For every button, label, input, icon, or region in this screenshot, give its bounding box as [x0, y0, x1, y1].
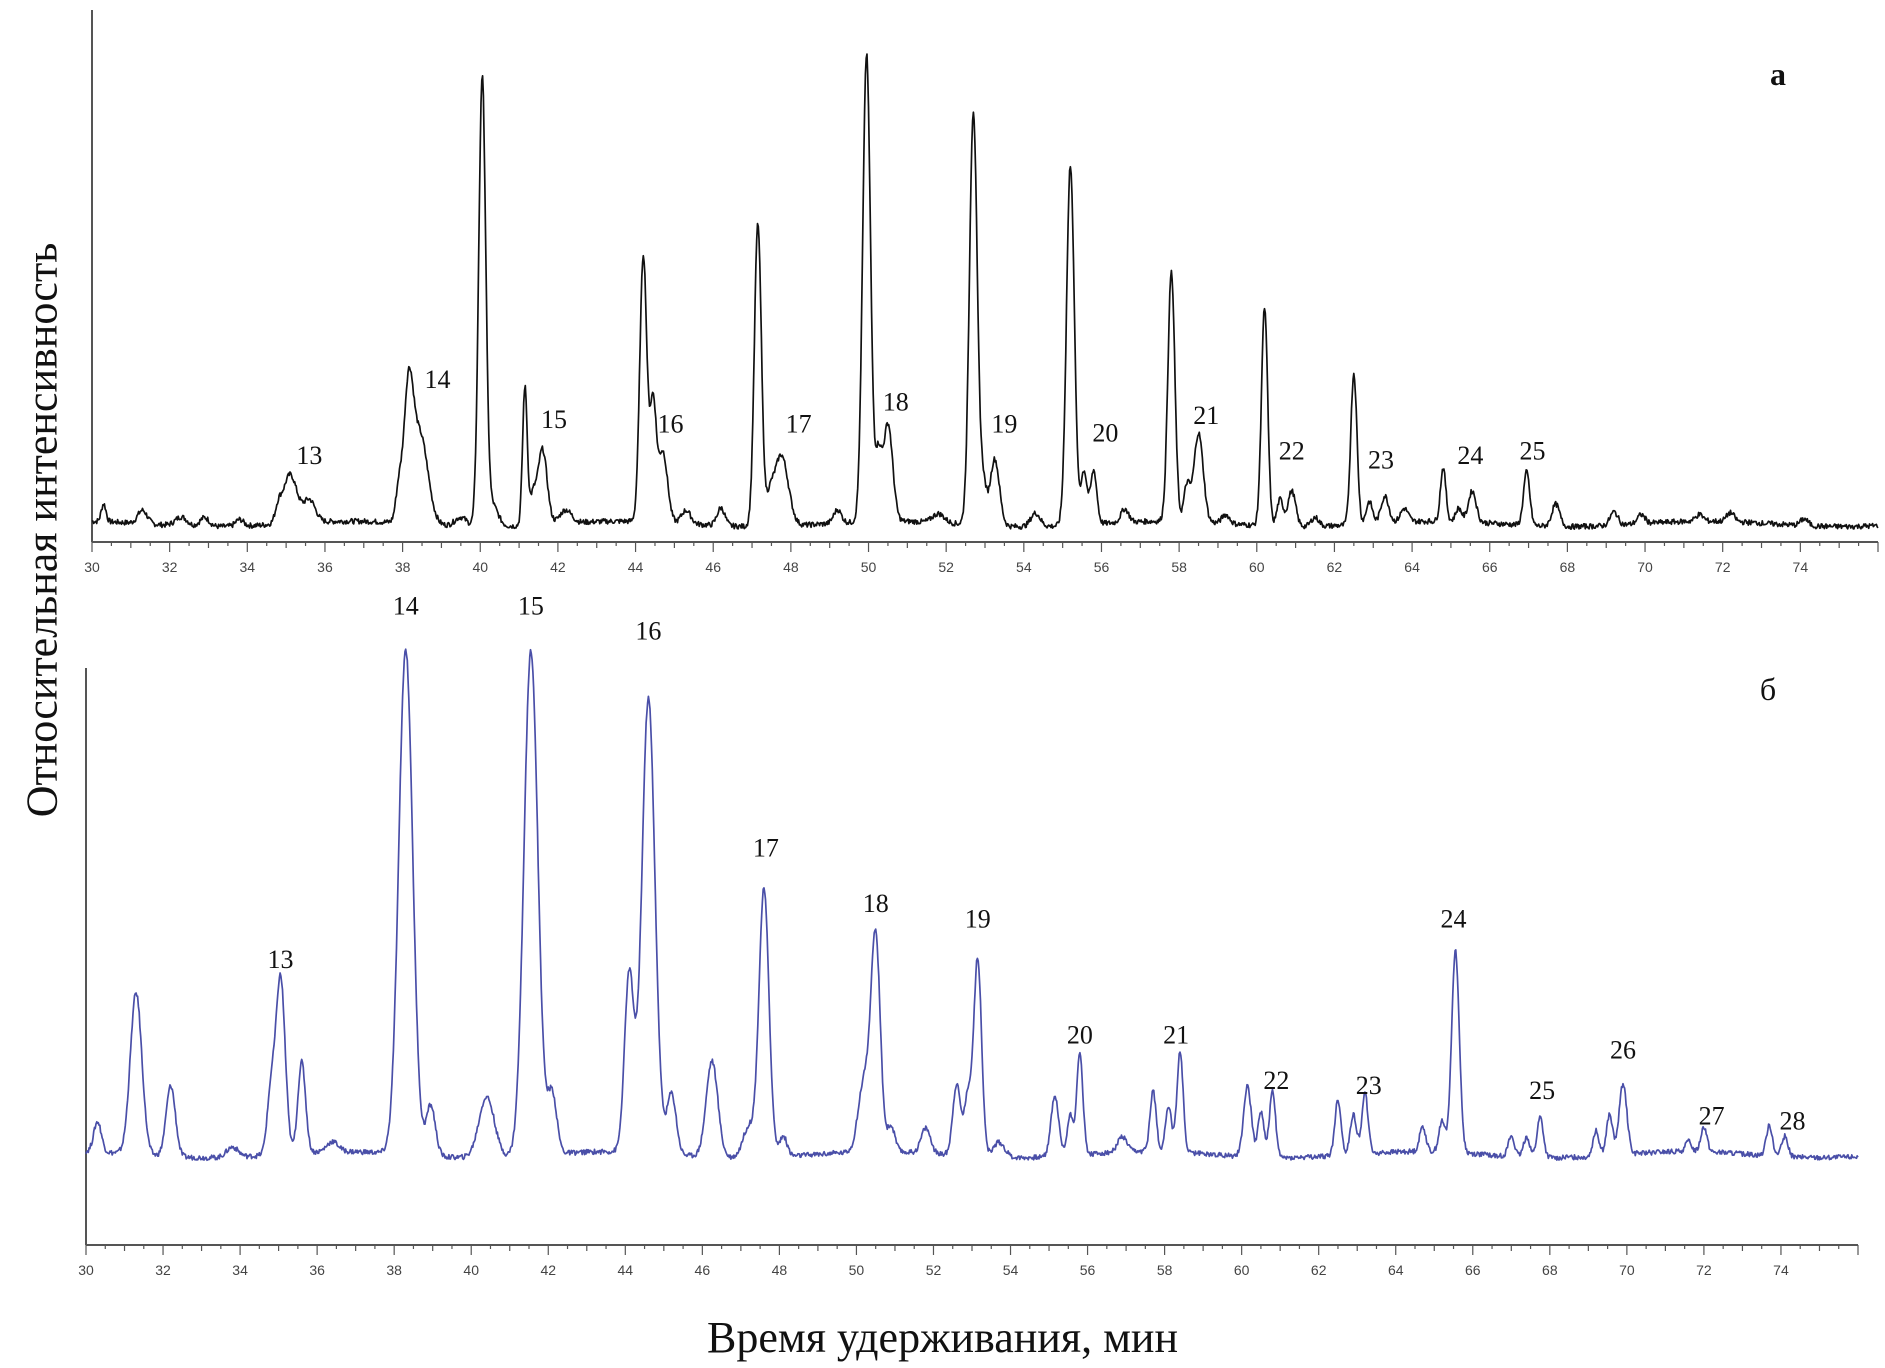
x-tick-label: 38	[395, 559, 411, 575]
y-axis-label: Относительная интенсивность	[17, 242, 67, 818]
peak-number-label: 21	[1193, 401, 1219, 430]
x-tick-label: 32	[162, 559, 178, 575]
peak-number-label: 14	[425, 365, 451, 394]
x-tick-label: 40	[463, 1262, 479, 1278]
x-tick-label: 42	[540, 1262, 556, 1278]
peak-number-label: 20	[1067, 1021, 1093, 1050]
x-tick-label: 60	[1249, 559, 1265, 575]
peak-number-label: 18	[883, 387, 909, 416]
chromatogram-trace	[85, 648, 1859, 1162]
x-tick-label: 46	[695, 1262, 711, 1278]
peak-number-label: 17	[753, 834, 779, 863]
peak-number-label: 25	[1529, 1076, 1555, 1105]
peak-number-label: 23	[1356, 1071, 1382, 1100]
x-tick-label: 32	[155, 1262, 171, 1278]
x-tick-label: 74	[1773, 1262, 1789, 1278]
x-tick-label: 38	[386, 1262, 402, 1278]
peak-number-label: 24	[1457, 441, 1483, 470]
peak-number-label: 26	[1610, 1036, 1636, 1065]
peak-number-label: 18	[863, 889, 889, 918]
peak-number-label: 19	[991, 410, 1017, 439]
x-tick-label: 50	[849, 1262, 865, 1278]
peak-number-label: 22	[1279, 436, 1305, 465]
x-tick-label: 56	[1094, 559, 1110, 575]
peak-number-label: 21	[1163, 1021, 1189, 1050]
peak-number-label: 17	[786, 410, 812, 439]
x-tick-label: 64	[1404, 559, 1420, 575]
x-tick-label: 70	[1619, 1262, 1635, 1278]
x-tick-label: 50	[861, 559, 877, 575]
peak-number-label: 13	[268, 945, 294, 974]
x-tick-label: 52	[926, 1262, 942, 1278]
peak-number-label: 27	[1699, 1101, 1725, 1130]
peak-number-label: 20	[1092, 419, 1118, 448]
x-tick-label: 30	[78, 1262, 94, 1278]
peak-number-label: 16	[635, 617, 661, 646]
x-tick-label: 68	[1560, 559, 1576, 575]
x-tick-label: 58	[1157, 1262, 1173, 1278]
x-tick-label: 44	[618, 1262, 634, 1278]
x-tick-label: 36	[309, 1262, 325, 1278]
x-tick-label: 70	[1637, 559, 1653, 575]
peak-number-label: 16	[658, 410, 684, 439]
x-tick-label: 74	[1793, 559, 1809, 575]
x-tick-label: 72	[1715, 559, 1731, 575]
x-tick-label: 66	[1482, 559, 1498, 575]
x-tick-label: 72	[1696, 1262, 1712, 1278]
panel-label: б	[1760, 671, 1776, 707]
x-tick-label: 36	[317, 559, 333, 575]
x-tick-label: 42	[550, 559, 566, 575]
x-tick-label: 56	[1080, 1262, 1096, 1278]
peak-number-label: 24	[1441, 904, 1467, 933]
x-tick-label: 52	[938, 559, 954, 575]
peak-number-label: 19	[965, 904, 991, 933]
peak-number-label: 23	[1368, 445, 1394, 474]
x-tick-label: 62	[1327, 559, 1343, 575]
x-tick-label: 68	[1542, 1262, 1558, 1278]
peak-number-label: 13	[296, 441, 322, 470]
chart-panel-б: 30 32 34 36 38 40 42 44 46 48 50 52 54 56 58 60 62 64 66 68…	[78, 591, 1859, 1278]
panel-label: а	[1770, 56, 1786, 92]
chromatogram-trace	[91, 53, 1879, 530]
x-tick-label: 44	[628, 559, 644, 575]
x-tick-label: 34	[232, 1262, 248, 1278]
x-tick-label: 40	[472, 559, 488, 575]
peak-number-label: 14	[393, 591, 419, 620]
peak-number-label: 28	[1780, 1106, 1806, 1135]
x-tick-label: 64	[1388, 1262, 1404, 1278]
x-axis-label: Время удерживания, мин	[706, 1313, 1179, 1362]
x-tick-label: 66	[1465, 1262, 1481, 1278]
x-tick-label: 54	[1003, 1262, 1019, 1278]
x-tick-label: 48	[783, 559, 799, 575]
x-tick-label: 58	[1171, 559, 1187, 575]
peak-number-label: 25	[1519, 436, 1545, 465]
x-tick-label: 62	[1311, 1262, 1327, 1278]
x-tick-label: 46	[705, 559, 721, 575]
x-tick-label: 48	[772, 1262, 788, 1278]
peak-number-label: 22	[1263, 1066, 1289, 1095]
peak-number-label: 15	[518, 591, 544, 620]
x-tick-label: 60	[1234, 1262, 1250, 1278]
chart-panel-а: 30 32 34 36 38 40 42 44 46 48 50 52 54 56 58 60 62 64 66 68…	[84, 10, 1879, 575]
x-tick-label: 34	[240, 559, 256, 575]
peak-number-label: 15	[541, 405, 567, 434]
x-tick-label: 54	[1016, 559, 1032, 575]
x-tick-label: 30	[84, 559, 100, 575]
